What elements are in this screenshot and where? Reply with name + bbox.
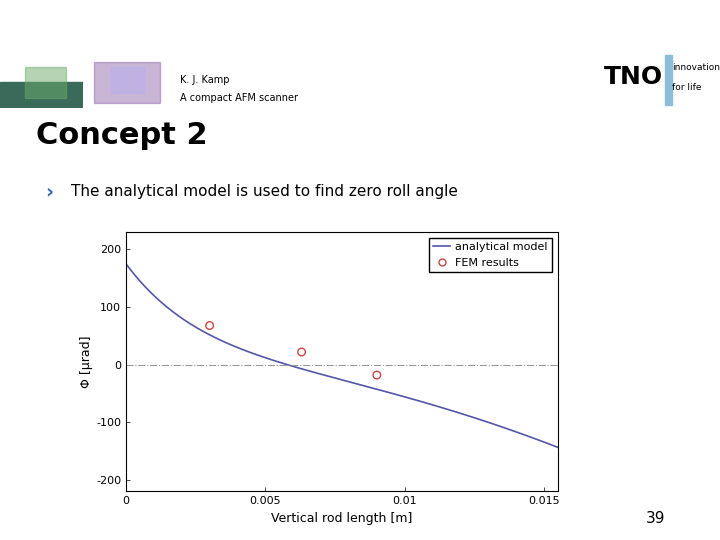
Bar bbox=[94, 62, 160, 103]
FEM results bbox=[204, 321, 215, 330]
Text: innovation: innovation bbox=[672, 63, 720, 72]
Text: K. J. Kamp: K. J. Kamp bbox=[180, 75, 229, 85]
Line: analytical model: analytical model bbox=[126, 264, 558, 448]
analytical model bbox=[410, 396, 419, 403]
FEM results bbox=[296, 348, 307, 356]
Text: Concept 2: Concept 2 bbox=[36, 121, 207, 150]
analytical model bbox=[377, 387, 385, 394]
Text: TNO: TNO bbox=[604, 65, 663, 89]
Text: A compact AFM scanner: A compact AFM scanner bbox=[180, 93, 298, 103]
analytical model bbox=[198, 328, 207, 334]
Bar bbox=[111, 67, 143, 93]
analytical model bbox=[554, 444, 562, 451]
FEM results bbox=[371, 371, 382, 380]
Y-axis label: Φ [μrad]: Φ [μrad] bbox=[80, 335, 93, 388]
analytical model bbox=[447, 407, 456, 414]
Bar bbox=[665, 55, 672, 105]
analytical model bbox=[233, 344, 241, 350]
Text: 39: 39 bbox=[645, 511, 665, 526]
Text: ›: › bbox=[45, 182, 53, 201]
Legend: analytical model, FEM results: analytical model, FEM results bbox=[429, 238, 552, 272]
Bar bbox=[24, 67, 66, 98]
Text: for life: for life bbox=[672, 83, 701, 92]
X-axis label: Vertical rod length [m]: Vertical rod length [m] bbox=[271, 512, 413, 525]
analytical model bbox=[317, 371, 325, 377]
Text: The analytical model is used to find zero roll angle: The analytical model is used to find zer… bbox=[71, 184, 458, 199]
analytical model bbox=[122, 261, 130, 267]
Bar bbox=[0, 82, 83, 108]
